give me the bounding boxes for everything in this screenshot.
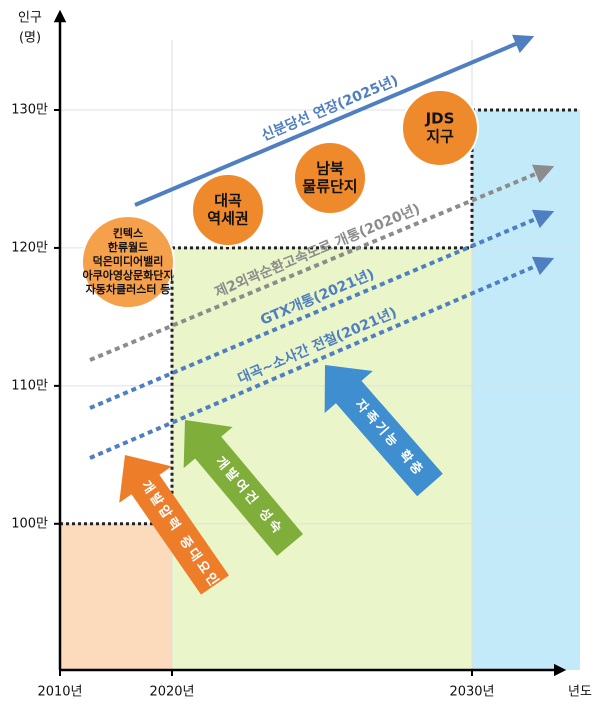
y-axis-label: 인구 — [18, 11, 42, 26]
x-axis-label: 년도 — [568, 685, 592, 700]
trend-arrow — [134, 34, 535, 207]
circle-label: 지구 — [426, 128, 454, 146]
y-tick-label: 120만 — [11, 240, 48, 255]
y-axis-label: (명) — [19, 31, 41, 46]
circle-badge — [191, 173, 265, 247]
circle-label: 물류단지 — [302, 178, 357, 196]
y-tick-label: 110만 — [11, 378, 48, 393]
circle-label: 대곡 — [214, 192, 242, 210]
circle-label: 한류월드 — [108, 240, 148, 254]
circle-label: 남북 — [316, 160, 344, 178]
y-tick-label: 130만 — [11, 103, 48, 118]
trend-label: 신분당선 연장(2025년) — [259, 72, 401, 145]
trend-arrow — [89, 256, 555, 460]
y-tick-label: 100만 — [11, 516, 48, 531]
circle-label: 킨텍스 — [113, 226, 143, 240]
band-area — [60, 523, 172, 670]
force-arrow — [324, 365, 443, 497]
trend-arrow — [89, 209, 555, 410]
trend-arrow — [89, 164, 555, 362]
circle-label: JDS — [425, 110, 455, 128]
circle-label: 덕은미디어밸리 — [93, 254, 164, 268]
circle-label: 역세권 — [207, 210, 248, 228]
force-arrow — [119, 455, 229, 595]
circle-badge — [81, 215, 175, 309]
force-arrow — [183, 420, 304, 556]
circle-label: 아쿠아영상문화단지 — [82, 268, 173, 282]
x-tick-label: 2030년 — [449, 685, 494, 700]
circle-label: 자동차클러스터 등 — [86, 282, 171, 296]
circle-badge — [293, 141, 367, 215]
x-tick-label: 2010년 — [37, 685, 82, 700]
circle-badge — [401, 89, 479, 167]
band-area — [472, 110, 580, 670]
x-tick-label: 2020년 — [149, 685, 194, 700]
